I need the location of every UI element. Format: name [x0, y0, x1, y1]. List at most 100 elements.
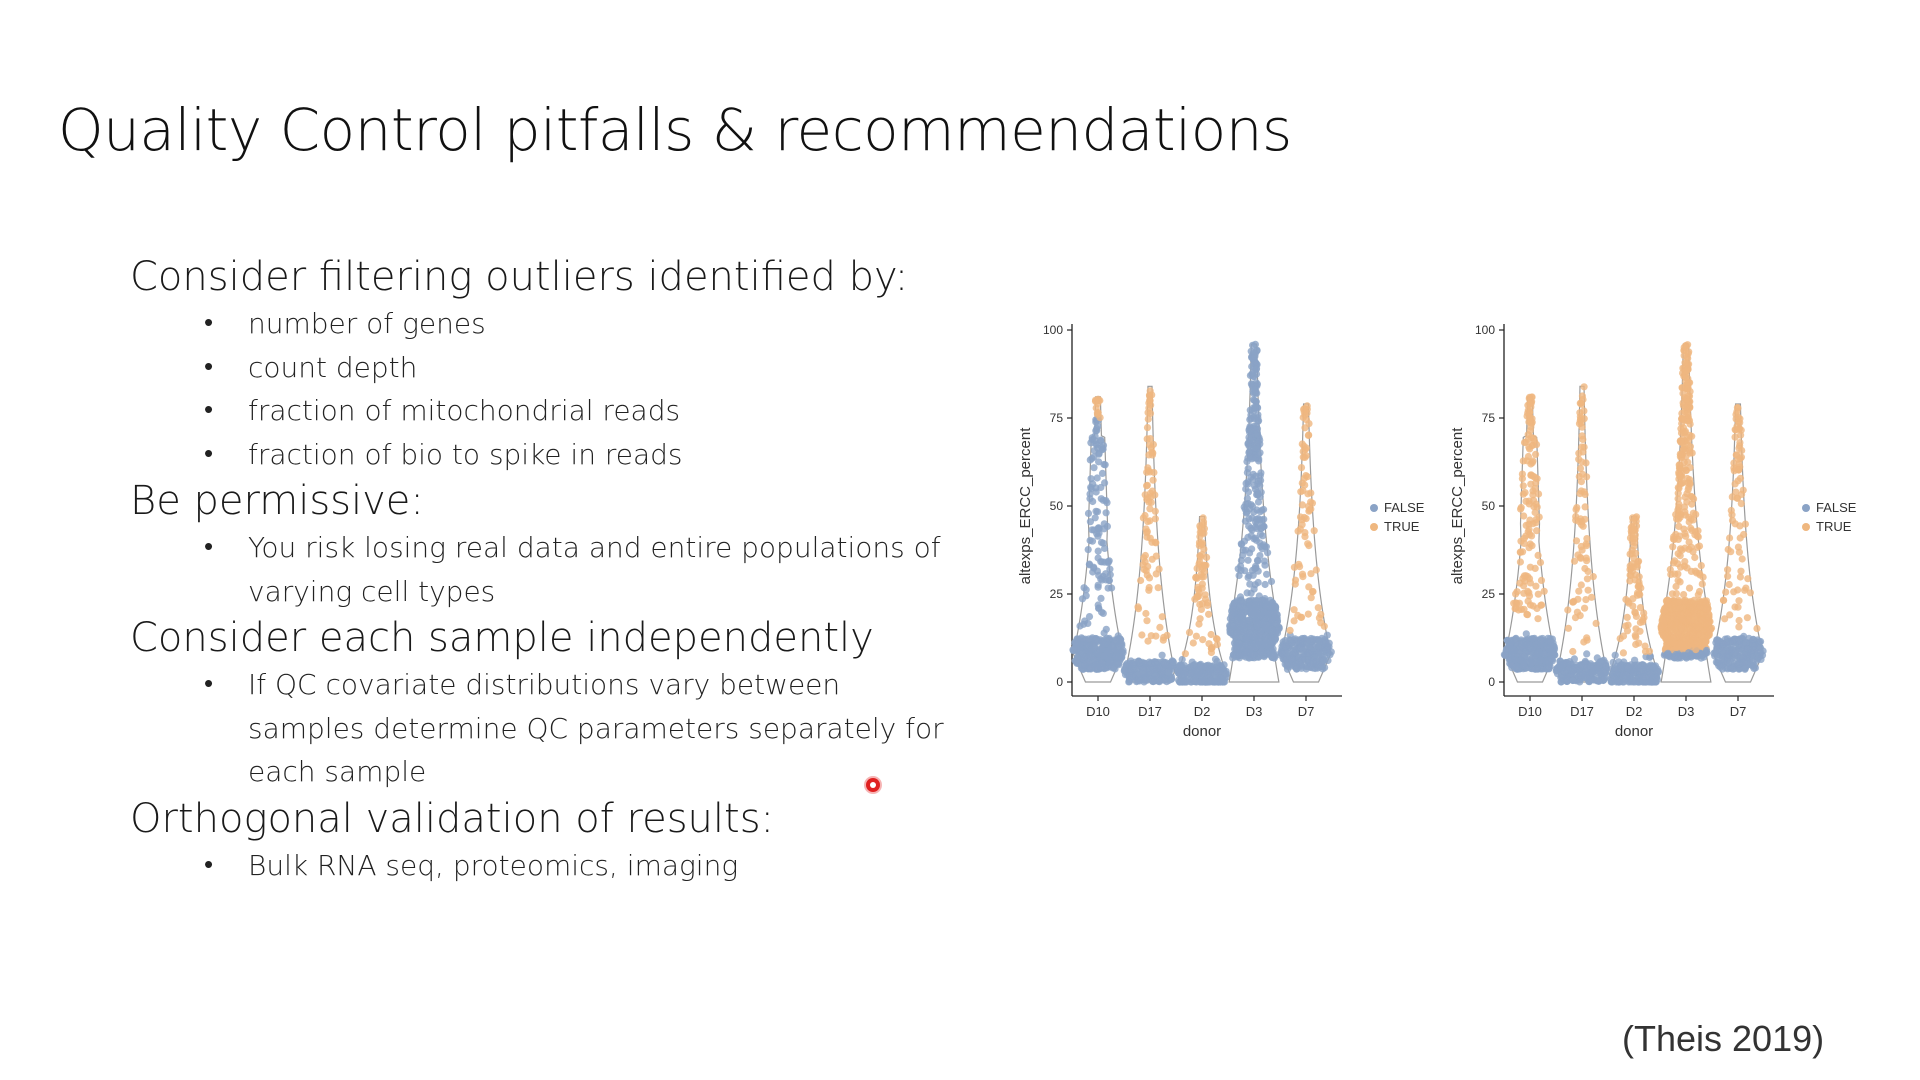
- y-tick-label: 25: [1482, 587, 1496, 601]
- data-point: [1535, 513, 1543, 521]
- data-point: [1300, 442, 1308, 450]
- data-point: [1245, 616, 1253, 624]
- data-point: [1195, 620, 1203, 628]
- data-point: [1268, 627, 1276, 636]
- data-point: [1579, 435, 1587, 443]
- data-point: [1545, 662, 1553, 670]
- data-point: [1735, 616, 1743, 625]
- data-point: [1680, 352, 1688, 360]
- legend-marker-true: [1802, 523, 1810, 531]
- data-point: [1117, 636, 1125, 644]
- data-point: [1650, 662, 1658, 670]
- data-point: [1544, 644, 1552, 652]
- data-point: [1143, 481, 1151, 489]
- section-independent: Consider each sample independently If QC…: [130, 613, 950, 794]
- data-point: [1098, 659, 1106, 667]
- bullet-item: If QC covariate distributions vary betwe…: [204, 663, 950, 794]
- data-point: [1731, 433, 1739, 441]
- data-point: [1226, 628, 1234, 637]
- data-point: [1677, 438, 1685, 446]
- data-point: [1509, 646, 1518, 654]
- data-point: [1100, 640, 1108, 648]
- data-point: [1700, 634, 1708, 642]
- data-point: [1240, 618, 1248, 626]
- data-point: [1298, 521, 1306, 529]
- data-point: [1698, 580, 1706, 588]
- data-point: [1693, 532, 1701, 540]
- data-point: [1213, 641, 1221, 649]
- data-point: [1154, 584, 1162, 592]
- data-point: [1730, 636, 1738, 644]
- data-point: [1632, 633, 1640, 641]
- data-point: [1583, 473, 1591, 481]
- data-point: [1237, 556, 1245, 564]
- legend-label-false: FALSE: [1384, 500, 1425, 515]
- data-point: [1263, 614, 1271, 622]
- data-point: [1535, 648, 1543, 656]
- data-point: [1217, 678, 1225, 686]
- data-point: [1297, 464, 1306, 472]
- data-point: [1527, 471, 1535, 479]
- data-point: [1740, 632, 1748, 640]
- y-tick-label: 50: [1050, 499, 1064, 513]
- data-point: [1732, 465, 1740, 473]
- data-point: [1501, 651, 1509, 659]
- data-point: [1242, 500, 1250, 508]
- data-point: [1105, 576, 1113, 585]
- data-point: [1662, 644, 1671, 652]
- data-point: [1711, 652, 1719, 660]
- data-point: [1141, 511, 1149, 520]
- data-point: [1246, 580, 1254, 588]
- data-point: [1323, 631, 1331, 639]
- data-point: [1091, 661, 1100, 669]
- data-point: [1679, 479, 1687, 487]
- data-point: [1636, 604, 1644, 612]
- data-point: [1680, 562, 1689, 570]
- data-point: [1141, 659, 1150, 667]
- violin-group-d2: [1607, 513, 1662, 686]
- data-point: [1645, 647, 1654, 655]
- data-point: [1192, 632, 1200, 640]
- data-point: [1254, 567, 1262, 575]
- data-point: [1528, 542, 1536, 550]
- data-point: [1163, 631, 1171, 639]
- data-point: [1685, 584, 1694, 592]
- data-point: [1156, 623, 1164, 631]
- data-point: [1697, 562, 1705, 570]
- data-point: [1694, 623, 1703, 631]
- data-point: [1641, 642, 1649, 650]
- data-point: [1291, 576, 1300, 584]
- data-point: [1213, 665, 1221, 673]
- data-point: [1152, 632, 1160, 640]
- data-point: [1152, 672, 1160, 680]
- data-point: [1148, 391, 1156, 399]
- data-point: [1742, 664, 1750, 672]
- data-point: [1253, 556, 1262, 564]
- data-point: [1532, 582, 1540, 590]
- data-point: [1180, 678, 1188, 686]
- data-point: [1262, 602, 1270, 610]
- data-point: [1135, 675, 1143, 683]
- data-point: [1307, 489, 1315, 497]
- data-point: [1297, 613, 1305, 621]
- data-point: [1091, 637, 1099, 645]
- data-point: [1076, 622, 1084, 630]
- section-filtering: Consider filtering outliers identified b…: [130, 252, 950, 476]
- data-point: [1283, 649, 1291, 657]
- data-point: [1735, 623, 1743, 631]
- data-point: [1679, 429, 1687, 437]
- data-point: [1512, 590, 1520, 598]
- data-point: [1246, 436, 1254, 444]
- data-point: [1146, 435, 1154, 443]
- data-point: [1086, 490, 1094, 498]
- data-point: [1676, 450, 1684, 458]
- data-point: [1148, 487, 1156, 495]
- legend-label-false: FALSE: [1816, 500, 1857, 515]
- data-point: [1520, 582, 1528, 590]
- data-point: [1161, 660, 1169, 669]
- data-point: [1257, 648, 1265, 656]
- data-point: [1144, 464, 1152, 472]
- data-point: [1538, 601, 1546, 609]
- data-point: [1246, 549, 1254, 557]
- data-point: [1196, 522, 1204, 530]
